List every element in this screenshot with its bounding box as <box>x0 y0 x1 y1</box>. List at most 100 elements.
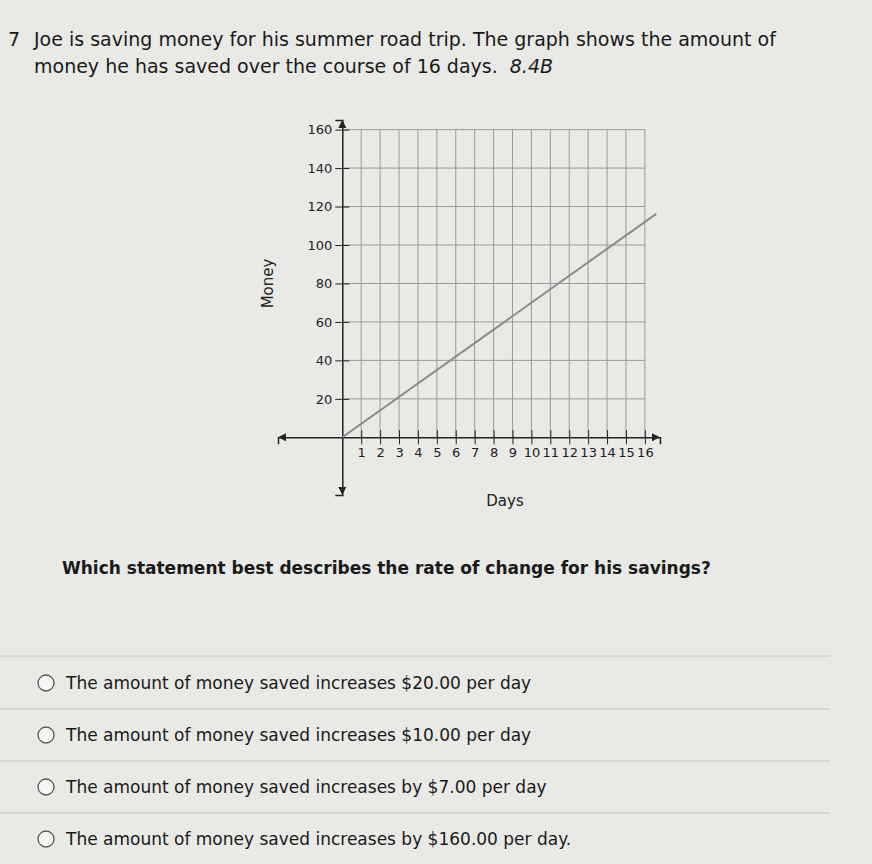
plot-area <box>342 214 656 437</box>
choice-text: The amount of money saved increases by $… <box>65 777 547 797</box>
y-tick: 140 <box>307 161 349 176</box>
x-tick-mark <box>399 430 400 444</box>
x-tick-mark <box>569 430 570 444</box>
x-tick-label: 7 <box>471 445 479 460</box>
separator <box>0 761 830 762</box>
data-line <box>342 214 656 437</box>
grid-line-y <box>342 283 645 284</box>
y-axis-line <box>335 121 343 496</box>
x-tick-label: 3 <box>395 445 403 460</box>
arrow <box>338 120 346 128</box>
y-tick-label: 120 <box>307 199 332 214</box>
y-tick: 40 <box>316 353 350 368</box>
x-tick-label: 6 <box>452 445 460 460</box>
x-tick: 6 <box>452 430 460 459</box>
separator <box>0 656 830 657</box>
y-tick-label: 140 <box>307 161 332 176</box>
y-tick-label: 80 <box>316 276 333 291</box>
x-tick-mark <box>380 430 381 444</box>
question-text: Joe is saving money for his summer road … <box>33 28 777 50</box>
y-tick-label: 60 <box>316 315 333 330</box>
grid-line-y <box>342 129 645 130</box>
x-tick-mark <box>456 430 457 444</box>
choice-text: The amount of money saved increases $10.… <box>65 725 531 745</box>
choice-radio[interactable] <box>38 831 54 847</box>
y-tick-mark <box>335 322 349 323</box>
x-axis: 12345678910111213141516 <box>279 430 661 459</box>
x-tick-label: 1 <box>358 445 366 460</box>
choice-radio[interactable] <box>38 727 54 743</box>
x-tick-label: 5 <box>433 445 441 460</box>
x-tick-label: 12 <box>561 445 578 460</box>
x-tick-label: 16 <box>637 445 654 460</box>
x-tick: 12 <box>561 430 578 459</box>
y-tick-mark <box>335 283 349 284</box>
x-tick: 7 <box>471 430 479 459</box>
y-tick-mark <box>335 168 349 169</box>
separator <box>0 709 830 710</box>
x-tick: 2 <box>376 430 384 459</box>
x-tick-mark <box>645 430 646 444</box>
x-tick: 9 <box>509 430 517 459</box>
choice-text: The amount of money saved increases $20.… <box>65 673 531 693</box>
y-tick-mark <box>335 207 349 208</box>
x-tick-label: 11 <box>543 445 560 460</box>
x-tick-mark <box>475 430 476 444</box>
x-tick-mark <box>626 430 627 444</box>
y-tick-label: 160 <box>307 122 332 137</box>
y-axis: 20 40 60 80 100 120 140 160 <box>307 121 349 496</box>
grid-line-y <box>342 360 645 361</box>
x-tick: 14 <box>599 430 616 459</box>
y-tick: 120 <box>307 199 349 214</box>
grid-line-y <box>342 321 645 322</box>
axis-arrows <box>278 120 660 495</box>
arrow <box>278 433 286 441</box>
y-tick-mark <box>335 360 349 361</box>
y-tick: 60 <box>316 315 350 330</box>
x-tick: 13 <box>580 430 597 459</box>
x-tick-label: 4 <box>414 445 422 460</box>
y-tick: 80 <box>316 276 350 291</box>
arrow <box>652 433 660 441</box>
y-tick-label: 20 <box>316 392 333 407</box>
y-axis-title: Money <box>259 258 277 308</box>
y-tick: 100 <box>307 238 349 253</box>
x-axis-title: Days <box>486 492 524 510</box>
y-tick: 20 <box>316 392 350 407</box>
grid-line-y <box>342 245 645 246</box>
y-tick-mark <box>335 130 349 131</box>
x-axis-line <box>279 438 661 445</box>
x-tick: 8 <box>490 430 498 459</box>
x-tick-label: 9 <box>509 445 517 460</box>
x-tick: 1 <box>358 430 366 459</box>
x-tick-label: 13 <box>580 445 597 460</box>
page: 7 Joe is saving money for his summer road… <box>0 0 872 864</box>
standard-code: 8.4B <box>510 55 553 77</box>
x-tick-mark <box>361 430 362 444</box>
y-tick-mark <box>335 245 349 246</box>
x-tick-mark <box>437 430 438 444</box>
x-tick: 10 <box>524 430 541 459</box>
y-tick-label: 40 <box>316 353 333 368</box>
x-tick-label: 8 <box>490 445 498 460</box>
x-tick-mark <box>418 430 419 444</box>
x-tick-label: 14 <box>599 445 616 460</box>
y-tick-mark <box>335 399 349 400</box>
x-tick-mark <box>494 430 495 444</box>
choice-text: The amount of money saved increases by $… <box>65 829 571 849</box>
choice-radio[interactable] <box>38 779 54 795</box>
grid-line-y <box>342 168 645 169</box>
x-tick-label: 10 <box>524 445 541 460</box>
x-tick: 5 <box>433 430 441 459</box>
x-tick: 4 <box>414 430 422 459</box>
question-text: money he has saved over the course of 16… <box>34 55 498 77</box>
x-tick-mark <box>588 430 589 444</box>
question-number: 7 <box>8 28 20 50</box>
x-tick-label: 15 <box>618 445 635 460</box>
x-tick-mark <box>512 430 513 444</box>
x-tick: 11 <box>543 430 560 459</box>
choice-radio[interactable] <box>38 675 54 691</box>
arrow <box>338 487 346 495</box>
x-tick-mark <box>550 430 551 444</box>
y-tick-label: 100 <box>307 238 332 253</box>
